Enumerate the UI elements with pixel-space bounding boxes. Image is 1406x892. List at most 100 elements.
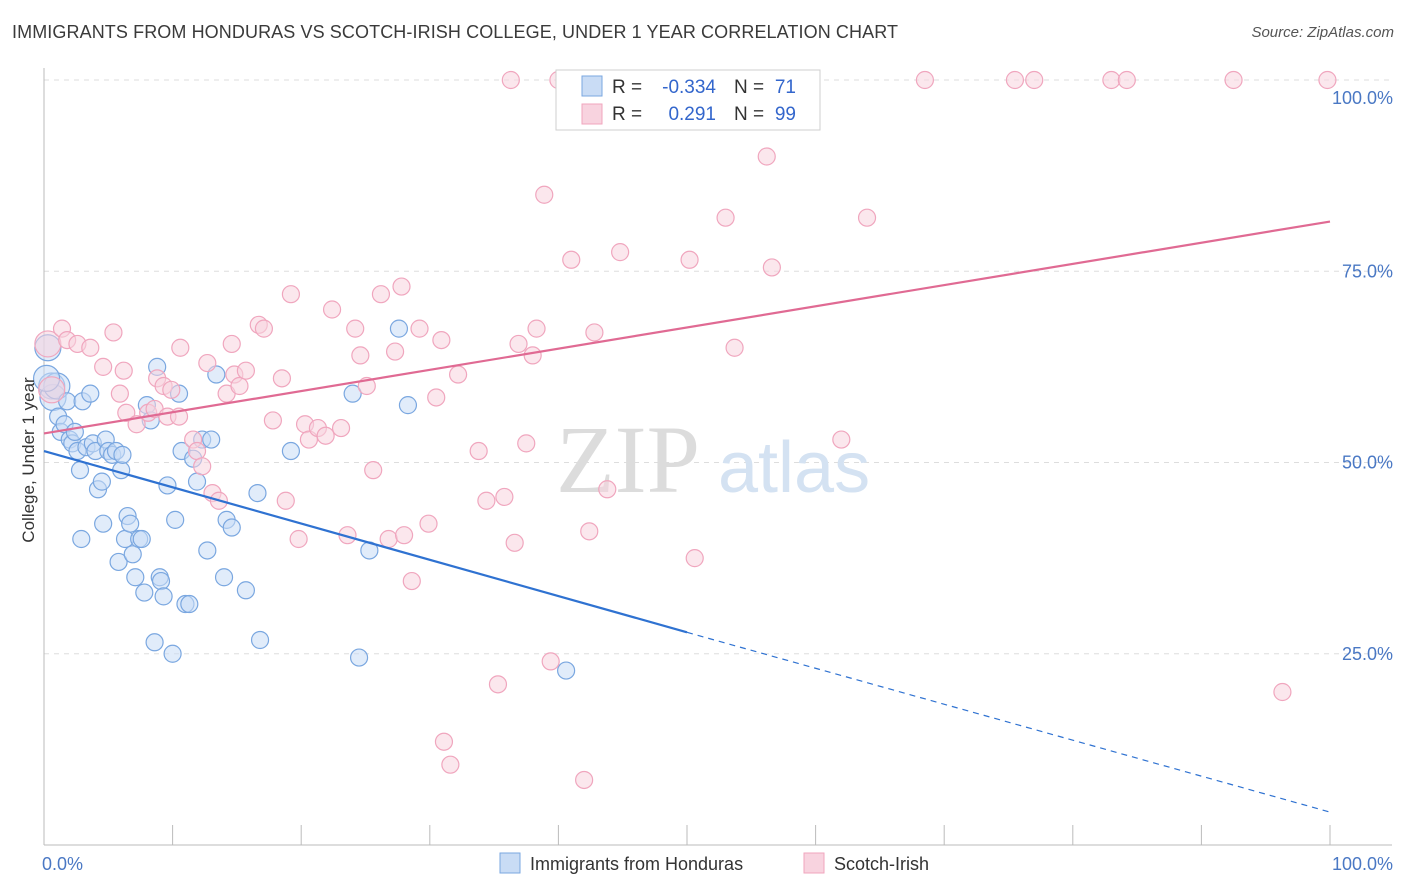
y-tick-label-1: 50.0% xyxy=(1342,453,1393,473)
point-scotch-irish-1 xyxy=(38,376,66,404)
point-scotch-irish-7 xyxy=(104,323,123,342)
point-scotch-irish-61 xyxy=(448,365,468,384)
point-honduras-51 xyxy=(187,472,207,491)
point-scotch-irish-33 xyxy=(263,411,283,430)
point-scotch-irish-17 xyxy=(162,380,181,399)
point-scotch-irish-56 xyxy=(419,514,438,533)
point-honduras-67 xyxy=(398,396,418,415)
point-honduras-63 xyxy=(343,384,362,403)
point-scotch-irish-54 xyxy=(402,571,421,591)
bottom-legend-label-honduras: Immigrants from Honduras xyxy=(530,854,743,874)
legend-swatch-scotch-irish xyxy=(581,103,603,125)
point-scotch-irish-50 xyxy=(379,529,398,549)
point-scotch-irish-29 xyxy=(230,376,249,396)
point-scotch-irish-49 xyxy=(371,285,391,304)
point-scotch-irish-42 xyxy=(322,300,342,319)
point-scotch-irish-90 xyxy=(857,208,877,227)
point-scotch-irish-55 xyxy=(410,319,429,338)
point-scotch-irish-53 xyxy=(394,526,414,545)
point-scotch-irish-75 xyxy=(562,250,581,269)
point-scotch-irish-62 xyxy=(469,441,488,461)
point-scotch-irish-58 xyxy=(432,331,451,350)
point-scotch-irish-51 xyxy=(385,342,405,361)
point-honduras-41 xyxy=(151,571,171,591)
axes xyxy=(43,68,1392,846)
point-scotch-irish-46 xyxy=(351,346,370,365)
point-scotch-irish-48 xyxy=(364,461,383,480)
bottom-legend-label-scotch-irish: Scotch-Irish xyxy=(834,854,929,874)
point-honduras-62 xyxy=(281,441,301,461)
point-honduras-64 xyxy=(349,648,369,667)
point-scotch-irish-95 xyxy=(1117,70,1136,90)
point-scotch-irish-41 xyxy=(316,426,335,445)
point-scotch-irish-77 xyxy=(575,770,594,790)
y-tick-label-2: 75.0% xyxy=(1342,261,1393,281)
trend-line-honduras-extension xyxy=(686,631,1331,813)
legend-r-value-1: -0.334 xyxy=(662,77,716,98)
point-scotch-irish-97 xyxy=(1273,682,1292,702)
point-scotch-irish-87 xyxy=(762,258,781,277)
point-scotch-irish-10 xyxy=(117,403,136,422)
point-honduras-31 xyxy=(123,545,142,564)
point-scotch-irish-68 xyxy=(509,334,528,354)
point-honduras-66 xyxy=(389,319,409,338)
chart-title: IMMIGRANTS FROM HONDURAS VS SCOTCH-IRISH… xyxy=(12,22,899,42)
point-honduras-54 xyxy=(202,430,221,449)
x-tick-label-max: 100.0% xyxy=(1332,854,1393,874)
point-scotch-irish-27 xyxy=(222,334,241,354)
point-honduras-35 xyxy=(135,583,154,602)
point-scotch-irish-83 xyxy=(685,549,704,568)
point-scotch-irish-92 xyxy=(1005,70,1025,90)
bottom-legend: Immigrants from Honduras Scotch-Irish xyxy=(499,852,929,874)
point-honduras-32 xyxy=(126,568,145,587)
point-scotch-irish-34 xyxy=(272,369,292,388)
point-scotch-irish-98 xyxy=(1318,70,1337,90)
point-scotch-irish-72 xyxy=(535,185,554,204)
point-scotch-irish-81 xyxy=(611,243,630,262)
point-scotch-irish-43 xyxy=(331,418,351,438)
point-scotch-irish-32 xyxy=(254,319,274,338)
legend-n-value-1: 71 xyxy=(775,77,796,98)
point-honduras-44 xyxy=(163,644,182,663)
legend-r-label-2: R = xyxy=(612,104,642,125)
point-honduras-45 xyxy=(166,510,185,529)
point-honduras-20 xyxy=(94,514,113,533)
point-scotch-irish-89 xyxy=(832,430,851,449)
point-scotch-irish-73 xyxy=(541,652,560,671)
point-honduras-10 xyxy=(65,422,84,441)
point-scotch-irish-96 xyxy=(1224,70,1243,90)
point-scotch-irish-70 xyxy=(523,346,542,365)
y-tick-label-0: 25.0% xyxy=(1342,644,1393,664)
point-scotch-irish-11 xyxy=(127,415,146,434)
point-honduras-59 xyxy=(236,581,256,600)
point-scotch-irish-59 xyxy=(434,732,454,751)
point-scotch-irish-9 xyxy=(114,361,133,380)
point-scotch-irish-94 xyxy=(1102,70,1121,90)
grid-lines xyxy=(44,79,1392,655)
point-scotch-irish-85 xyxy=(725,338,744,357)
point-honduras-70 xyxy=(72,529,91,549)
point-scotch-irish-57 xyxy=(427,388,446,407)
point-honduras-56 xyxy=(214,568,234,587)
point-honduras-15 xyxy=(81,384,100,403)
point-scotch-irish-69 xyxy=(517,434,536,453)
point-scotch-irish-21 xyxy=(187,441,207,461)
point-honduras-58 xyxy=(222,518,241,537)
legend-n-label-2: N = xyxy=(734,104,764,125)
point-honduras-49 xyxy=(180,594,199,614)
point-scotch-irish-22 xyxy=(193,457,212,476)
trend-line-honduras xyxy=(43,449,688,634)
trend-lines xyxy=(43,220,1331,813)
point-scotch-irish-23 xyxy=(198,353,217,373)
point-scotch-irish-65 xyxy=(495,487,514,507)
point-scotch-irish-6 xyxy=(94,357,113,376)
point-honduras-60 xyxy=(248,484,267,503)
legend-swatch-honduras xyxy=(581,75,603,97)
point-scotch-irish-93 xyxy=(1025,70,1044,90)
point-honduras-68 xyxy=(557,661,576,680)
y-tick-label-3: 100.0% xyxy=(1332,88,1393,108)
legend-r-value-2: 0.291 xyxy=(668,104,716,125)
point-scotch-irish-45 xyxy=(346,319,365,338)
y-tick-labels: 25.0% 50.0% 75.0% 100.0% xyxy=(1332,88,1393,664)
